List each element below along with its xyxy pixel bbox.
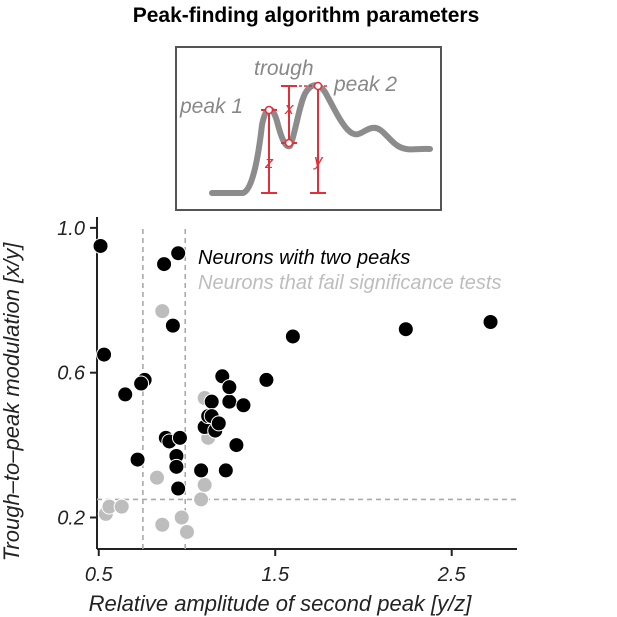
point-fail-tests (149, 469, 165, 486)
point-two-peaks (171, 429, 188, 446)
point-two-peaks (482, 313, 499, 330)
y-axis-label: Trough–to–peak modulation [x/y] (0, 242, 24, 562)
point-fail-tests (179, 523, 195, 540)
point-two-peaks (156, 256, 173, 273)
x-tick-label: 0.5 (85, 564, 114, 586)
point-fail-tests (154, 303, 171, 320)
legend-entry-two-peaks: Neurons with two peaks (198, 247, 410, 269)
point-fail-tests (193, 491, 210, 508)
point-two-peaks (284, 328, 301, 345)
point-two-peaks (117, 386, 134, 403)
y-tick-label: 1.0 (57, 218, 85, 240)
point-two-peaks (193, 462, 210, 479)
threshold-lines (97, 229, 517, 549)
inset-frame (175, 46, 442, 211)
point-fail-tests (154, 516, 171, 533)
inset-label-trough: trough (254, 57, 314, 80)
inset-peak2-marker (313, 81, 323, 91)
inset-label-x: x (284, 99, 294, 118)
inset-schematic: trough peak 1 peak 2 x z y (175, 46, 442, 211)
point-two-peaks (235, 397, 252, 414)
chart-title: Peak-finding algorithm parameters (133, 4, 480, 27)
x-tick-label: 2.5 (437, 564, 467, 586)
inset-label-peak1: peak 1 (179, 95, 243, 118)
scatter-points (92, 237, 499, 540)
legend-entry-fail-tests: Neurons that fail significance tests (198, 272, 502, 294)
point-two-peaks (203, 393, 220, 410)
inset-peak1-marker (264, 105, 274, 115)
point-two-peaks (170, 480, 187, 497)
point-two-peaks (228, 437, 245, 454)
point-two-peaks (258, 371, 275, 388)
point-two-peaks (210, 415, 227, 432)
inset-label-y: y (313, 151, 324, 170)
point-fail-tests (113, 498, 130, 515)
y-tick-label: 0.6 (57, 363, 86, 385)
point-fail-tests (196, 476, 213, 493)
inset-trace (209, 82, 433, 196)
inset-label-peak2: peak 2 (333, 73, 397, 96)
point-two-peaks (397, 321, 414, 338)
x-tick-label: 1.5 (261, 564, 290, 586)
point-two-peaks (221, 379, 238, 396)
point-two-peaks (96, 346, 113, 363)
point-two-peaks (133, 375, 150, 392)
x-axis-label: Relative amplitude of second peak [y/z] (89, 591, 473, 616)
inset-label-z: z (264, 153, 274, 172)
point-two-peaks (92, 237, 109, 254)
point-two-peaks (217, 462, 234, 479)
point-two-peaks (221, 393, 238, 410)
point-fail-tests (173, 509, 190, 526)
point-two-peaks (129, 451, 146, 468)
tick-layer: 0.5 1.5 2.5 0.2 0.6 1.0 (57, 218, 466, 586)
point-two-peaks (170, 245, 187, 262)
y-tick-label: 0.2 (57, 508, 85, 530)
axes (96, 217, 517, 550)
point-two-peaks (164, 317, 181, 334)
inset-trough-marker (284, 138, 294, 148)
point-two-peaks (168, 458, 185, 475)
